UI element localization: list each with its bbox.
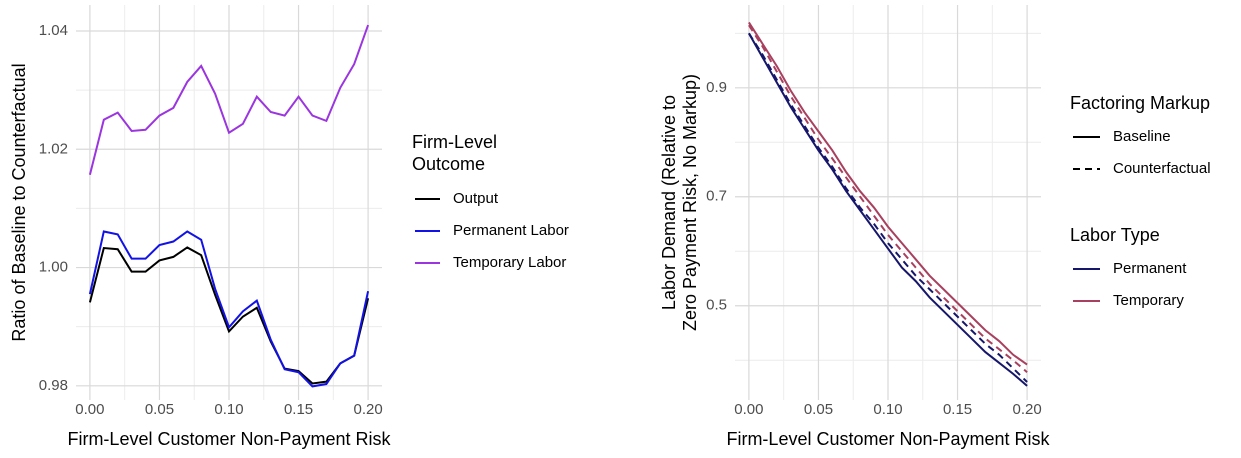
y-tick-label: 1.00 xyxy=(39,259,68,276)
x-tick-label: 0.15 xyxy=(943,401,972,418)
x-tick-label: 0.10 xyxy=(214,401,243,418)
x-tick-label: 0.10 xyxy=(873,401,902,418)
y-axis-title: Labor Demand (Relative to xyxy=(659,95,679,310)
x-tick-label: 0.05 xyxy=(804,401,833,418)
data-line xyxy=(88,230,370,388)
x-tick-label: 0.15 xyxy=(284,401,313,418)
x-tick-label: 0.00 xyxy=(75,401,104,418)
data-line xyxy=(748,21,1028,366)
legend-label: Permanent xyxy=(1113,260,1187,277)
data-line xyxy=(88,246,370,385)
y-tick-label: 0.98 xyxy=(39,377,68,394)
legend-label: Counterfactual xyxy=(1113,160,1211,177)
data-line xyxy=(748,24,1028,373)
data-line xyxy=(748,32,1028,387)
legend-label: Temporary xyxy=(1113,292,1184,309)
y-tick-label: 0.7 xyxy=(706,188,727,205)
y-axis-title: Zero Payment Risk, No Markup) xyxy=(680,74,700,331)
legend-label: Baseline xyxy=(1113,128,1171,145)
legend-title: Outcome xyxy=(412,154,485,174)
x-tick-label: 0.20 xyxy=(1012,401,1041,418)
data-line xyxy=(748,32,1028,383)
y-tick-label: 1.04 xyxy=(39,22,68,39)
x-tick-label: 0.00 xyxy=(734,401,763,418)
legend-label: Permanent Labor xyxy=(453,222,569,239)
y-tick-label: 1.02 xyxy=(39,140,68,157)
legend-title: Firm-Level xyxy=(412,132,497,152)
legend-title: Labor Type xyxy=(1070,225,1160,245)
y-tick-label: 0.9 xyxy=(706,79,727,96)
x-tick-label: 0.05 xyxy=(145,401,174,418)
x-axis-title: Firm-Level Customer Non-Payment Risk xyxy=(726,429,1050,449)
x-tick-label: 0.20 xyxy=(353,401,382,418)
data-line xyxy=(88,24,370,175)
legend-label: Temporary Labor xyxy=(453,254,566,271)
legend-label: Output xyxy=(453,190,499,207)
y-axis-title: Ratio of Baseline to Counterfactual xyxy=(9,63,29,341)
y-tick-label: 0.5 xyxy=(706,297,727,314)
x-axis-title: Firm-Level Customer Non-Payment Risk xyxy=(67,429,391,449)
legend-title: Factoring Markup xyxy=(1070,93,1210,113)
